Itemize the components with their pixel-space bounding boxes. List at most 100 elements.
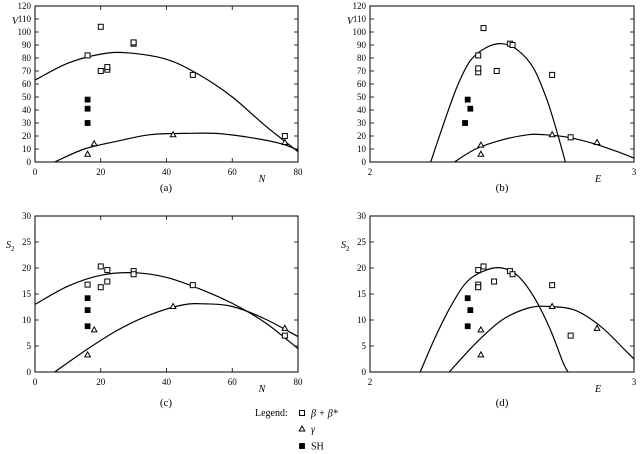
y-tick-label: 0 bbox=[362, 157, 367, 167]
filled-square-marker bbox=[84, 105, 91, 112]
y-tick-label: 50 bbox=[22, 92, 32, 102]
y-tick-label: 0 bbox=[362, 367, 367, 377]
open-square-marker bbox=[475, 52, 482, 59]
y-tick-label: 5 bbox=[362, 341, 367, 351]
y-tick-label: 15 bbox=[22, 289, 32, 299]
triangle-marker bbox=[548, 130, 556, 138]
y-tick-label: 10 bbox=[22, 144, 32, 154]
y-tick-label: 40 bbox=[357, 105, 367, 115]
open-square-marker bbox=[493, 68, 500, 74]
open-square-marker bbox=[567, 134, 574, 141]
y-axis-label: V bbox=[347, 16, 355, 27]
open-square-marker bbox=[480, 25, 487, 32]
y-tick-label: 20 bbox=[357, 263, 367, 273]
chart-panel: 0 5 10 15 20 25 30 2 3 E S2 (d) bbox=[341, 211, 637, 409]
x-tick-label: 80 bbox=[294, 377, 304, 387]
x-tick-label: 20 bbox=[96, 167, 106, 177]
x-tick-label: 20 bbox=[96, 377, 106, 387]
fit-curve bbox=[448, 305, 634, 372]
y-tick-label: 120 bbox=[353, 1, 367, 11]
y-axis-label: S2 bbox=[6, 240, 15, 253]
legend-marker bbox=[299, 410, 305, 416]
x-tick-label: 40 bbox=[162, 377, 172, 387]
fit-curve bbox=[54, 132, 298, 162]
x-tick-label: 0 bbox=[33, 377, 38, 387]
y-tick-label: 80 bbox=[22, 53, 32, 63]
filled-square-marker bbox=[84, 307, 91, 314]
fit-curve bbox=[454, 133, 634, 162]
y-tick-label: 30 bbox=[22, 211, 32, 221]
triangle-marker bbox=[90, 139, 98, 147]
x-tick-label: 2 bbox=[368, 377, 373, 387]
legend: Legend: β + β* γ SH bbox=[255, 408, 338, 453]
legend-marker bbox=[299, 443, 305, 449]
triangle-marker bbox=[169, 302, 177, 309]
y-tick-label: 20 bbox=[357, 131, 367, 141]
legend-entry: β + β* bbox=[310, 409, 338, 420]
panel-label: (d) bbox=[496, 397, 509, 409]
triangle-marker bbox=[83, 150, 92, 157]
open-square-marker bbox=[189, 71, 196, 78]
plot-frame bbox=[369, 5, 635, 163]
y-tick-label: 0 bbox=[27, 367, 32, 377]
open-square-marker bbox=[509, 271, 516, 278]
plot-frame bbox=[34, 215, 299, 373]
open-square-marker bbox=[104, 278, 111, 285]
panel-label: (a) bbox=[160, 182, 173, 194]
filled-square-marker bbox=[464, 295, 471, 302]
open-square-marker bbox=[475, 284, 482, 291]
legend-entry: γ bbox=[311, 425, 316, 436]
y-tick-label: 40 bbox=[22, 105, 32, 115]
filled-square-marker bbox=[467, 105, 474, 112]
filled-square-marker bbox=[84, 323, 91, 330]
fit-curve bbox=[35, 51, 298, 153]
open-square-marker bbox=[104, 64, 111, 71]
chart-panel: 0 10 20 30 40 50 60 70 80 90 100 110 120 0 20 40 60 80 N V (… bbox=[12, 1, 303, 194]
y-tick-label: 10 bbox=[357, 144, 367, 154]
open-square-marker bbox=[549, 282, 556, 289]
y-tick-label: 15 bbox=[357, 289, 367, 299]
panel-label: (c) bbox=[160, 397, 173, 409]
chart-panel: 0 5 10 15 20 25 30 0 20 40 60 80 N S2 (c) bbox=[6, 211, 303, 409]
y-tick-label: 10 bbox=[357, 315, 367, 325]
open-square-marker bbox=[281, 332, 288, 339]
triangle-marker bbox=[477, 150, 485, 157]
triangle-marker bbox=[593, 324, 601, 331]
legend-title: Legend: bbox=[255, 408, 288, 419]
open-square-marker bbox=[97, 68, 104, 74]
y-tick-label: 100 bbox=[353, 27, 367, 37]
y-tick-label: 60 bbox=[357, 79, 367, 89]
filled-square-marker bbox=[464, 96, 471, 103]
triangle-marker bbox=[83, 350, 92, 358]
open-square-marker bbox=[130, 271, 137, 278]
y-tick-label: 50 bbox=[357, 92, 367, 102]
open-square-marker bbox=[104, 267, 111, 274]
open-square-marker bbox=[97, 284, 104, 291]
y-tick-label: 90 bbox=[357, 40, 367, 50]
y-tick-label: 110 bbox=[353, 14, 367, 24]
y-tick-label: 60 bbox=[22, 79, 32, 89]
filled-square-marker bbox=[467, 307, 474, 314]
triangle-marker bbox=[281, 324, 289, 331]
x-tick-label: 60 bbox=[228, 377, 238, 387]
fit-curve bbox=[54, 303, 298, 372]
y-tick-label: 100 bbox=[18, 27, 32, 37]
open-square-marker bbox=[509, 42, 516, 48]
open-square-marker bbox=[491, 278, 498, 285]
panel-label: (b) bbox=[496, 182, 509, 194]
x-axis-label: E bbox=[594, 384, 601, 395]
fit-curve bbox=[35, 272, 298, 350]
legend-marker bbox=[298, 424, 306, 432]
x-tick-label: 3 bbox=[632, 377, 637, 387]
open-square-marker bbox=[97, 23, 104, 30]
fit-curve bbox=[430, 43, 566, 162]
y-tick-label: 25 bbox=[357, 237, 367, 247]
filled-square-marker bbox=[84, 96, 91, 103]
fit-curve bbox=[419, 266, 569, 372]
open-square-marker bbox=[549, 71, 556, 78]
y-tick-label: 20 bbox=[22, 131, 32, 141]
open-square-marker bbox=[567, 332, 574, 339]
y-axis-label: S2 bbox=[341, 240, 350, 253]
y-tick-label: 70 bbox=[22, 66, 32, 76]
triangle-marker bbox=[169, 130, 177, 138]
